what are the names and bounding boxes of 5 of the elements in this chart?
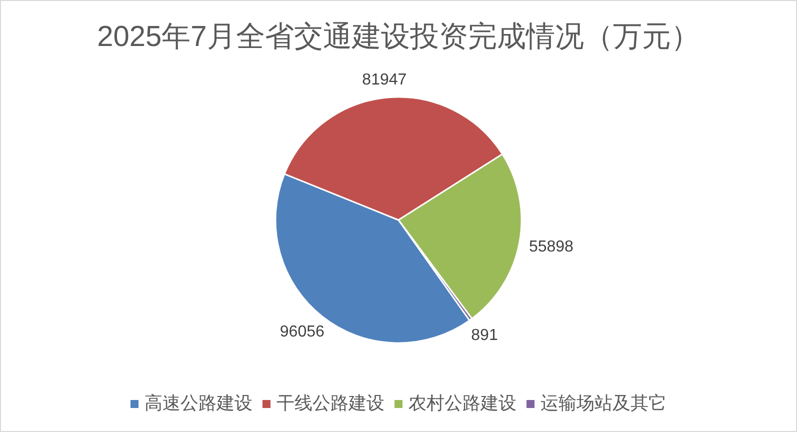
legend-label: 干线公路建设 [276, 393, 384, 413]
legend-label: 农村公路建设 [408, 393, 516, 413]
legend-label: 高速公路建设 [144, 393, 252, 413]
title: 2025年7月全省交通建设投资完成情况（万元） [97, 21, 700, 53]
legend-label: 运输场站及其它 [540, 393, 666, 413]
